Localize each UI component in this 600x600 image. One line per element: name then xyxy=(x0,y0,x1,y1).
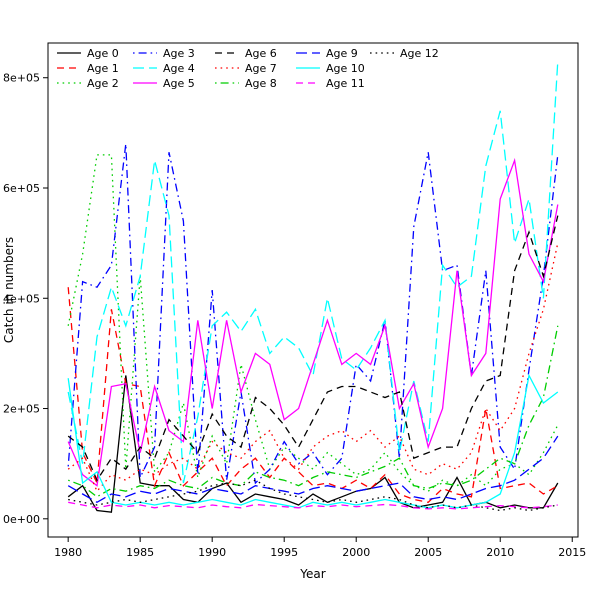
series-age-8 xyxy=(67,325,559,498)
series-age-6 xyxy=(67,215,559,482)
legend-label-age-3: Age 3 xyxy=(163,47,195,60)
legend-label-age-4: Age 4 xyxy=(163,62,195,75)
y-tick-label: 0e+00 xyxy=(3,513,40,526)
series-age-10 xyxy=(67,373,559,509)
legend-label-age-5: Age 5 xyxy=(163,77,195,90)
x-tick-label: 1980 xyxy=(54,546,82,559)
x-tick-label: 1985 xyxy=(126,546,154,559)
x-tick-label: 2015 xyxy=(558,546,586,559)
x-tick-label: 2005 xyxy=(414,546,442,559)
x-tick-label: 2000 xyxy=(342,546,370,559)
x-tick-label: 1995 xyxy=(270,546,298,559)
series-age-12 xyxy=(68,479,558,512)
series-age-9 xyxy=(67,435,559,504)
legend-label-age-9: Age 9 xyxy=(326,47,358,60)
y-tick-label: 6e+05 xyxy=(3,182,40,195)
legend-label-age-2: Age 2 xyxy=(87,77,119,90)
legend-label-age-6: Age 6 xyxy=(245,47,277,60)
legend-label-age-1: Age 1 xyxy=(87,62,119,75)
series-age-11 xyxy=(68,501,558,510)
x-tick-label: 1990 xyxy=(198,546,226,559)
series-age-7 xyxy=(67,242,559,493)
series-age-5 xyxy=(67,157,559,487)
legend-label-age-12: Age 12 xyxy=(400,47,439,60)
series-age-2 xyxy=(67,154,559,492)
y-axis-title: Catch in numbers xyxy=(2,237,16,343)
legend-label-age-7: Age 7 xyxy=(245,62,277,75)
legend-label-age-11: Age 11 xyxy=(326,77,365,90)
plot-box xyxy=(47,42,579,538)
series-age-1 xyxy=(67,287,559,504)
legend-label-age-10: Age 10 xyxy=(326,62,365,75)
y-tick-label: 8e+05 xyxy=(3,72,40,85)
series-age-3 xyxy=(67,143,559,485)
y-tick-label: 2e+05 xyxy=(3,403,40,416)
y-tick-label: 4e+05 xyxy=(3,292,40,305)
x-axis-title: Year xyxy=(299,567,325,581)
legend-label-age-8: Age 8 xyxy=(245,77,277,90)
legend-label-age-0: Age 0 xyxy=(87,47,119,60)
series-age-4 xyxy=(67,61,559,484)
x-tick-label: 2010 xyxy=(486,546,514,559)
